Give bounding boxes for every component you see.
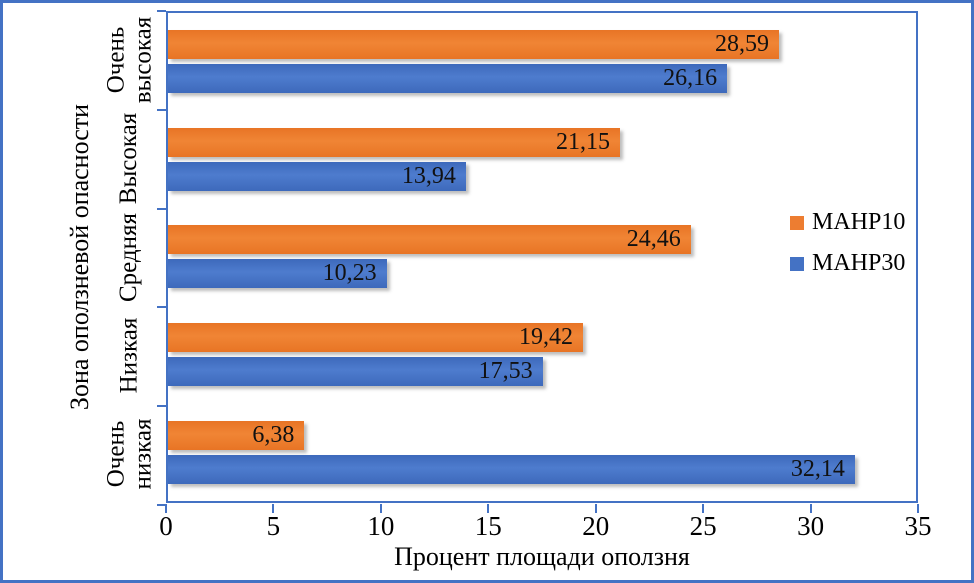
category-axis-labels: Очень высокая Высокая Средняя Низкая Очень н… bbox=[95, 11, 163, 503]
y-axis-title-container: Зона оползневой опасности bbox=[61, 11, 99, 503]
legend-item-mahp10: MAHP10 bbox=[790, 209, 905, 236]
plot-area: 28,59 26,16 21,15 13,94 24,46 10,23 19,42 17,53… bbox=[166, 11, 918, 503]
category-label-text: Средняя bbox=[115, 212, 143, 302]
x-tick bbox=[917, 504, 919, 513]
legend-item-mahp30: MAHP30 bbox=[790, 250, 905, 277]
category-tick bbox=[157, 207, 166, 210]
bar-mahp10-2: 21,15 bbox=[168, 127, 620, 157]
bar-value-label: 19,42 bbox=[519, 324, 574, 351]
category-axis-ticks bbox=[157, 10, 166, 506]
x-tick bbox=[594, 504, 597, 513]
category-tick bbox=[157, 504, 166, 506]
x-axis-tick-labels: 0 5 10 15 20 25 30 35 bbox=[159, 511, 931, 543]
category-label-text: Низкая bbox=[115, 317, 143, 394]
bar-mahp10-3: 24,46 bbox=[168, 225, 691, 255]
bar-value-label: 21,15 bbox=[556, 128, 610, 155]
bar-mahp10-4: 19,42 bbox=[168, 323, 584, 353]
category-band: 28,59 26,16 bbox=[168, 13, 916, 111]
category-label-4: Низкая bbox=[95, 306, 163, 404]
x-tick-label: 30 bbox=[797, 511, 825, 541]
bar-value-label: 32,14 bbox=[790, 455, 845, 482]
legend: MAHP10 MAHP30 bbox=[790, 209, 905, 277]
x-tick-label: 20 bbox=[582, 511, 610, 541]
category-label-text: Очень низкая bbox=[102, 418, 156, 490]
x-tick bbox=[487, 504, 490, 513]
x-tick bbox=[379, 504, 382, 513]
x-tick bbox=[809, 504, 812, 513]
category-label-2: Высокая bbox=[95, 109, 163, 207]
x-tick bbox=[272, 504, 275, 513]
y-axis-title: Зона оползневой опасности bbox=[65, 103, 95, 411]
legend-label: MAHP30 bbox=[812, 250, 906, 276]
bar-mahp30-3: 10,23 bbox=[168, 259, 387, 289]
x-tick-label: 15 bbox=[474, 511, 502, 541]
bar-value-label: 17,53 bbox=[478, 358, 533, 385]
legend-swatch-mahp30 bbox=[790, 256, 804, 271]
category-label-5: Очень низкая bbox=[95, 405, 163, 503]
bar-value-label: 13,94 bbox=[401, 162, 456, 189]
bar-mahp30-4: 17,53 bbox=[168, 357, 543, 387]
bar-mahp10-1: 28,59 bbox=[168, 30, 779, 60]
category-tick bbox=[157, 405, 166, 408]
x-tick-label: 5 bbox=[266, 511, 281, 541]
category-label-text: Очень высокая bbox=[102, 16, 156, 104]
category-band: 19,42 17,53 bbox=[168, 306, 916, 404]
category-label-text: Высокая bbox=[115, 112, 143, 205]
bar-value-label: 24,46 bbox=[626, 226, 681, 253]
category-band: 24,46 10,23 bbox=[168, 208, 916, 306]
category-label-1: Очень высокая bbox=[95, 11, 163, 109]
bar-mahp30-1: 26,16 bbox=[168, 64, 728, 94]
bar-mahp30-2: 13,94 bbox=[168, 161, 466, 191]
bar-mahp10-5: 6,38 bbox=[168, 420, 305, 450]
x-tick-label: 10 bbox=[367, 511, 395, 541]
legend-label: MAHP10 bbox=[812, 209, 906, 235]
legend-swatch-mahp10 bbox=[790, 215, 804, 230]
x-axis-ticks bbox=[165, 504, 919, 514]
category-tick bbox=[157, 306, 166, 309]
x-axis-title: Процент площади оползня bbox=[394, 542, 690, 571]
x-tick-label: 25 bbox=[689, 511, 717, 541]
category-tick bbox=[157, 10, 166, 12]
bar-value-label: 28,59 bbox=[715, 31, 769, 58]
bar-value-label: 26,16 bbox=[663, 65, 718, 92]
bar-mahp30-5: 32,14 bbox=[168, 454, 855, 484]
x-tick bbox=[702, 504, 705, 513]
x-tick-label: 0 bbox=[159, 511, 173, 541]
category-band: 21,15 13,94 bbox=[168, 111, 916, 209]
category-label-3: Средняя bbox=[95, 208, 163, 306]
x-tick-label: 35 bbox=[904, 511, 932, 541]
bar-value-label: 10,23 bbox=[322, 260, 377, 287]
bar-value-label: 6,38 bbox=[252, 421, 295, 448]
x-tick bbox=[165, 504, 167, 513]
category-band: 6,38 32,14 bbox=[168, 403, 916, 501]
category-tick bbox=[157, 108, 166, 111]
